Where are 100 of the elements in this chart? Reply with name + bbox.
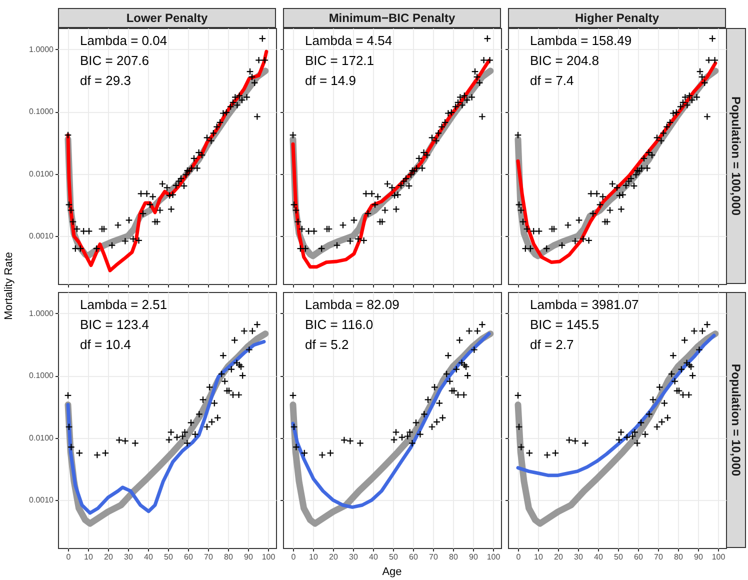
point — [102, 449, 110, 457]
point — [206, 384, 214, 391]
point — [688, 372, 696, 380]
point — [669, 352, 677, 360]
y-tick-label: 0.1000 — [29, 371, 54, 380]
x-tick-label: 10 — [534, 552, 544, 562]
point — [438, 414, 446, 422]
point — [680, 336, 688, 344]
point — [649, 396, 657, 404]
y-tick-label: 1.0000 — [29, 44, 54, 54]
point — [552, 449, 560, 457]
point — [424, 396, 432, 404]
point — [695, 346, 703, 354]
point — [167, 428, 175, 436]
point — [346, 437, 354, 445]
x-tick-label: 90 — [694, 552, 704, 562]
y-tick-label: 0.0010 — [29, 496, 54, 505]
x-tick-label: 20 — [329, 552, 338, 562]
x-tick-label: 0 — [66, 552, 72, 562]
point — [228, 366, 236, 374]
point — [195, 410, 203, 418]
x-tick-label: 20 — [554, 552, 564, 562]
y-tick-label: 0.1000 — [29, 107, 54, 116]
x-tick-label: 30 — [574, 552, 584, 562]
point — [452, 366, 460, 374]
point — [470, 346, 478, 354]
annotation: df = 7.4 — [530, 73, 574, 88]
annotation: df = 10.4 — [80, 337, 131, 352]
annotation: Lambda = 3981.07 — [530, 297, 639, 312]
point — [664, 414, 672, 422]
annotation: df = 5.2 — [305, 337, 349, 352]
point — [428, 423, 436, 431]
x-tick-label: 60 — [184, 552, 194, 562]
point — [641, 430, 649, 438]
y2-axis-title: Population = 10,000 — [729, 364, 743, 476]
point — [238, 372, 246, 380]
x-tick-label: 70 — [204, 552, 214, 562]
x-tick-label: 80 — [224, 552, 234, 562]
point — [67, 443, 75, 451]
x-tick-label: 80 — [449, 552, 458, 562]
point — [131, 439, 139, 447]
point — [292, 443, 300, 451]
x-tick-label: 70 — [654, 552, 664, 562]
x-tick-label: 90 — [244, 552, 254, 562]
point — [637, 418, 645, 426]
point — [406, 428, 414, 436]
point — [526, 449, 534, 457]
point — [633, 439, 641, 447]
x-tick-label: 50 — [164, 552, 174, 562]
annotation: BIC = 207.6 — [80, 53, 150, 68]
point — [390, 436, 398, 444]
point — [690, 327, 698, 335]
point — [678, 366, 686, 374]
x-tick-label: 50 — [389, 552, 398, 562]
point — [289, 392, 297, 400]
point — [658, 418, 666, 426]
annotation: BIC = 145.5 — [530, 317, 600, 332]
point — [93, 451, 101, 459]
point — [165, 436, 173, 444]
point — [420, 410, 428, 418]
chart-title: Minimum−BIC Penalty — [283, 8, 501, 28]
point — [230, 336, 238, 344]
x-tick-label: 10 — [84, 552, 94, 562]
point — [515, 423, 523, 431]
point — [233, 359, 241, 367]
x-tick-label: 40 — [369, 552, 378, 562]
point — [660, 399, 668, 407]
point — [631, 428, 639, 436]
point — [235, 391, 243, 399]
x-tick-label: 60 — [634, 552, 644, 562]
point — [65, 423, 73, 431]
point — [460, 391, 468, 399]
y2-axis-title: Population = 100,000 — [729, 96, 743, 216]
annotation: Lambda = 4.54 — [305, 33, 392, 48]
annotation: BIC = 172.1 — [305, 53, 374, 68]
x-tick-label: 100 — [712, 552, 726, 562]
point — [248, 327, 256, 335]
annotation: Lambda = 0.04 — [80, 33, 168, 48]
y-tick-label: 0.0100 — [29, 433, 54, 442]
point — [183, 439, 191, 447]
point — [656, 384, 664, 391]
x-tick-label: 40 — [144, 552, 154, 562]
point — [218, 370, 226, 378]
point — [203, 423, 211, 431]
point — [581, 439, 589, 447]
point — [446, 378, 454, 385]
point — [392, 428, 400, 436]
point — [517, 443, 525, 451]
point — [408, 439, 416, 447]
x-tick-label: 50 — [614, 552, 624, 562]
point — [178, 432, 186, 440]
chart-title: Lower Penalty — [58, 8, 276, 28]
annotation: df = 14.9 — [305, 73, 356, 88]
point — [210, 399, 218, 407]
annotation: df = 2.7 — [530, 337, 574, 352]
annotation: BIC = 116.0 — [305, 317, 374, 332]
point — [456, 336, 464, 344]
point — [478, 320, 486, 328]
x-tick-label: 100 — [486, 552, 501, 562]
point — [245, 346, 253, 354]
